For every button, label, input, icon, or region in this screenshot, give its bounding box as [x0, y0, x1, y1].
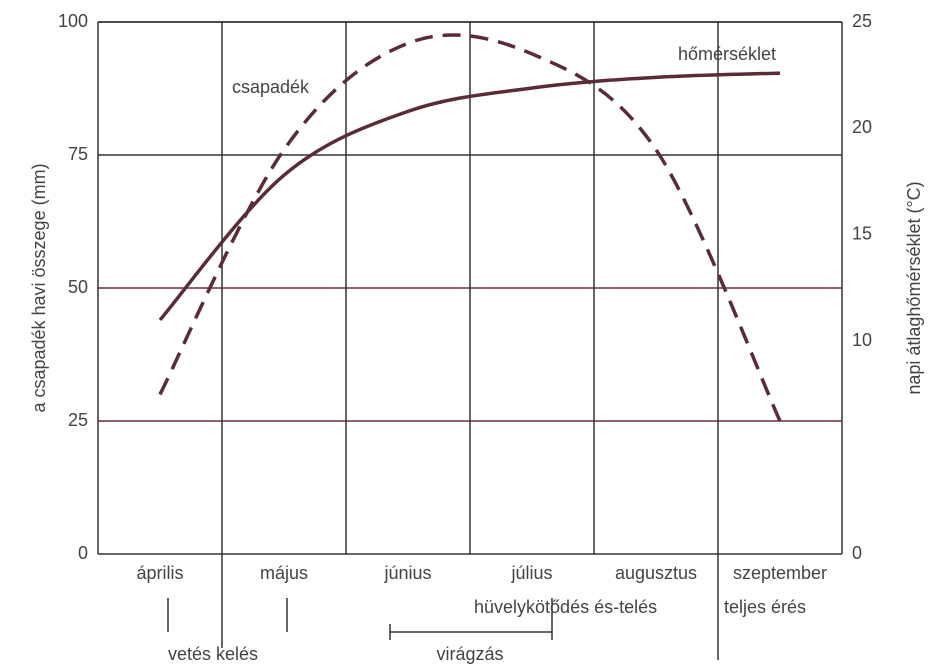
y-tick-label: 50: [68, 277, 88, 297]
y2-axis-label: napi átlaghőmérséklet (°C): [904, 181, 924, 394]
y2-tick-label: 0: [852, 543, 862, 563]
x-tick-label: július: [510, 563, 552, 583]
x-tick-label: augusztus: [615, 563, 697, 583]
series-label: hőmérséklet: [678, 44, 776, 64]
series-line: [158, 71, 781, 322]
series-label: csapadék: [232, 77, 310, 97]
y-tick-label: 100: [58, 11, 88, 31]
stage-label: virágzás: [436, 644, 503, 664]
stage-label: teljes érés: [724, 597, 806, 617]
y-axis-label: a csapadék havi összege (mm): [29, 163, 49, 412]
y-tick-label: 75: [68, 144, 88, 164]
x-tick-label: április: [136, 563, 183, 583]
y2-tick-label: 15: [852, 224, 872, 244]
x-tick-label: május: [260, 563, 308, 583]
stage-label: vetés kelés: [168, 644, 258, 664]
y2-tick-label: 20: [852, 117, 872, 137]
y-tick-label: 25: [68, 410, 88, 430]
stage-label: hüvelykötődés és-telés: [474, 597, 657, 617]
y2-tick-label: 25: [852, 11, 872, 31]
series-line: [158, 33, 782, 422]
x-tick-label: szeptember: [733, 563, 827, 583]
y2-tick-label: 10: [852, 330, 872, 350]
y-tick-label: 0: [78, 543, 88, 563]
x-tick-label: június: [383, 563, 431, 583]
